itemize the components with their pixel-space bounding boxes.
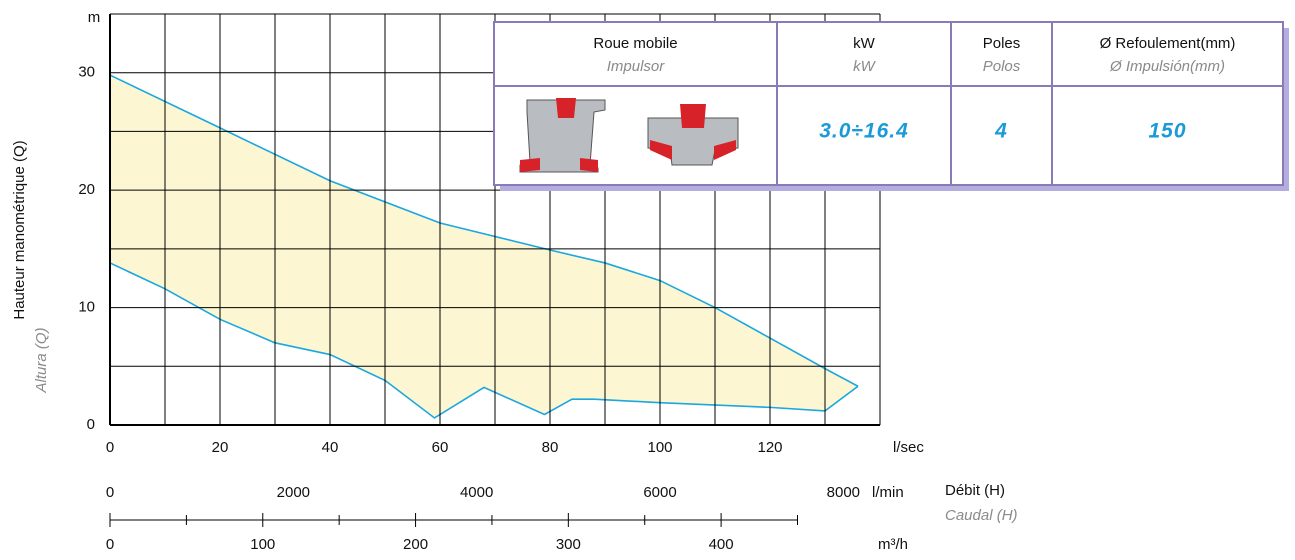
x-tick-label: 60 bbox=[432, 439, 449, 456]
x3-tick-label: 100 bbox=[250, 536, 275, 553]
table-header: kW bbox=[853, 35, 876, 52]
table-header-alt: kW bbox=[853, 58, 877, 75]
x-tick-label: 120 bbox=[757, 439, 782, 456]
y-tick-label: 10 bbox=[78, 299, 95, 316]
x-title: Débit (H) bbox=[945, 482, 1005, 499]
x-tick-label: 40 bbox=[322, 439, 339, 456]
y-title-alt: Altura (Q) bbox=[33, 327, 50, 393]
x3-tick-label: 200 bbox=[403, 536, 428, 553]
x2-tick-label: 8000 bbox=[827, 484, 860, 501]
info-table bbox=[493, 21, 1289, 191]
table-header: Poles bbox=[983, 35, 1021, 52]
x2-tick-label: 0 bbox=[106, 484, 114, 501]
table-header-alt: Ø Impulsión(mm) bbox=[1109, 58, 1225, 75]
x3-tick-label: 300 bbox=[556, 536, 581, 553]
x-tick-label: 100 bbox=[647, 439, 672, 456]
x-tick-label: 20 bbox=[212, 439, 229, 456]
x3-tick-label: 0 bbox=[106, 536, 114, 553]
x2-unit: l/min bbox=[872, 484, 904, 501]
table-frame bbox=[493, 21, 1284, 186]
x-title-alt: Caudal (H) bbox=[945, 507, 1018, 524]
y-tick-label: 30 bbox=[78, 64, 95, 81]
table-header: Roue mobile bbox=[593, 35, 677, 52]
table-value: 4 bbox=[994, 120, 1008, 143]
envelope-fill bbox=[110, 75, 858, 418]
y-tick-label: 20 bbox=[78, 181, 95, 198]
table-value: 150 bbox=[1148, 120, 1186, 143]
table-header-alt: Polos bbox=[983, 58, 1021, 75]
y-tick-label: 0 bbox=[87, 416, 95, 433]
curve bbox=[109, 262, 859, 419]
table-header: Ø Refoulement(mm) bbox=[1100, 35, 1236, 52]
x-unit: l/sec bbox=[893, 439, 924, 456]
impeller-icon bbox=[647, 104, 739, 166]
x2-tick-label: 4000 bbox=[460, 484, 493, 501]
table-header-alt: Impulsor bbox=[607, 58, 666, 75]
x2-tick-label: 2000 bbox=[277, 484, 310, 501]
table-value: 3.0÷16.4 bbox=[819, 120, 909, 143]
x2-tick-label: 6000 bbox=[643, 484, 676, 501]
y-title: Hauteur manométrique (Q) bbox=[11, 140, 28, 319]
x-tick-label: 80 bbox=[542, 439, 559, 456]
impeller-icon bbox=[519, 98, 606, 173]
x3-tick-label: 400 bbox=[709, 536, 734, 553]
y-unit: m bbox=[88, 9, 101, 26]
x-tick-label: 0 bbox=[106, 439, 114, 456]
x3-unit: m³/h bbox=[878, 536, 908, 553]
